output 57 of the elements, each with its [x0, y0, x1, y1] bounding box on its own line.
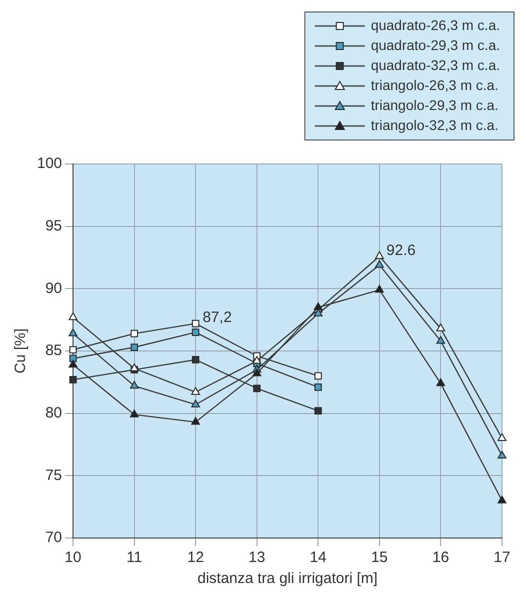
y-tick-label: 75	[45, 466, 62, 484]
point	[498, 450, 506, 458]
x-axis-title: distanza tra gli irrigatori [m]	[197, 570, 378, 588]
point	[130, 380, 139, 389]
point	[436, 324, 446, 332]
point	[436, 378, 446, 386]
point	[314, 383, 322, 391]
point	[375, 260, 384, 268]
x-tick-label: 10	[64, 549, 82, 566]
x-tick-label: 15	[371, 549, 388, 566]
point	[436, 336, 446, 344]
point	[192, 328, 200, 336]
point	[314, 407, 322, 415]
legend-label: quadrato-29,3 m c.a.	[370, 36, 500, 53]
legend-label: triangolo-29,3 m c.a.	[370, 96, 498, 113]
y-tick-label: 100	[36, 155, 62, 172]
point	[314, 302, 323, 310]
annotation: 92.6	[386, 242, 416, 259]
point	[191, 400, 200, 408]
point	[191, 417, 200, 425]
x-tick-label: 11	[126, 549, 142, 566]
point	[252, 368, 262, 376]
legend-label: quadrato-26,3 m c.a.	[370, 16, 500, 33]
point	[130, 330, 138, 338]
x-tick-label: 16	[432, 549, 450, 566]
x-tick-label: 13	[248, 549, 266, 566]
annotation: 87,2	[202, 309, 232, 326]
point	[375, 251, 384, 260]
point	[252, 356, 262, 364]
y-tick-label: 85	[45, 342, 62, 360]
point	[192, 356, 200, 364]
point	[68, 360, 78, 368]
legend-label: triangolo-32,3 m c.a.	[370, 116, 498, 133]
y-tick-label: 80	[45, 404, 62, 422]
point	[69, 376, 77, 384]
point	[191, 387, 200, 395]
legend-label: triangolo-26,3 m c.a.	[370, 76, 498, 93]
legend-label: quadrato-32,3 m c.a.	[370, 56, 500, 73]
x-tick-label: 14	[310, 549, 326, 566]
y-tick-label: 95	[45, 217, 62, 234]
point	[130, 363, 139, 372]
point	[68, 312, 78, 320]
point	[192, 320, 200, 328]
y-axis-title: Cu [%]	[12, 328, 30, 374]
point	[253, 384, 261, 392]
point	[314, 372, 322, 380]
y-tick-label: 70	[45, 529, 62, 546]
x-tick-label: 17	[494, 549, 510, 566]
x-tick-label: 12	[187, 549, 204, 566]
point	[498, 496, 506, 504]
point	[375, 284, 384, 293]
point	[130, 344, 138, 351]
y-tick-label: 90	[45, 280, 62, 297]
point	[69, 346, 77, 354]
point	[130, 410, 139, 418]
point	[498, 433, 506, 442]
point	[68, 328, 78, 336]
